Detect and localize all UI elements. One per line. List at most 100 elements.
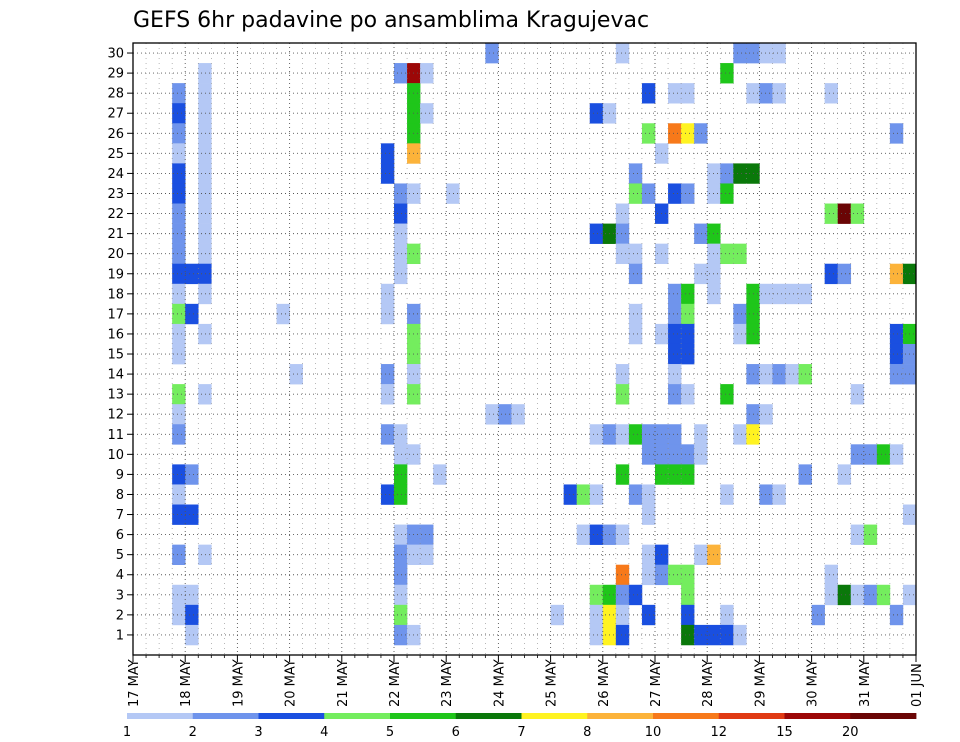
heatmap-cell bbox=[628, 243, 643, 265]
y-tick-label: 10 bbox=[107, 448, 124, 463]
heatmap-cell bbox=[772, 43, 786, 64]
heatmap-cell bbox=[394, 243, 408, 265]
heatmap-cell bbox=[576, 484, 591, 505]
heatmap-cell bbox=[185, 584, 199, 606]
heatmap-cell bbox=[420, 103, 434, 124]
heatmap-cell bbox=[733, 43, 747, 64]
heatmap-cell bbox=[811, 604, 825, 626]
y-tick-label: 22 bbox=[107, 207, 124, 222]
heatmap-cell bbox=[681, 384, 695, 405]
heatmap-cell bbox=[589, 223, 604, 244]
heatmap-cell bbox=[694, 123, 708, 144]
heatmap-cell bbox=[589, 624, 604, 646]
heatmap-cell bbox=[380, 303, 395, 325]
y-tick-label: 13 bbox=[107, 388, 124, 403]
heatmap-cell bbox=[772, 283, 786, 305]
heatmap-cell bbox=[420, 63, 434, 84]
heatmap-cell bbox=[641, 183, 656, 204]
heatmap-cell bbox=[198, 103, 212, 124]
heatmap-cell bbox=[589, 584, 604, 606]
colorbar-swatch bbox=[784, 713, 851, 719]
heatmap-cell bbox=[628, 424, 643, 445]
y-tick-label: 9 bbox=[116, 468, 124, 483]
heatmap-cell bbox=[615, 223, 630, 244]
heatmap-cell bbox=[733, 624, 747, 646]
heatmap-cell bbox=[172, 544, 186, 566]
heatmap-cell bbox=[394, 464, 408, 485]
heatmap-cell bbox=[446, 183, 460, 204]
heatmap-cell bbox=[681, 604, 695, 626]
x-axis: 17 MAY 18 MAY 19 MAY 20 MAY 21 MAY 22 MAY 23 M… bbox=[127, 655, 925, 707]
y-axis: 1234567891011121314151617181920212223242… bbox=[107, 47, 133, 643]
heatmap-cell bbox=[733, 424, 747, 445]
heatmap-cell bbox=[720, 484, 734, 505]
x-tick-label: 17 MAY bbox=[127, 659, 142, 707]
heatmap-cell bbox=[615, 524, 630, 545]
x-tick-label: 21 MAY bbox=[336, 659, 351, 707]
heatmap-cell bbox=[198, 384, 212, 405]
y-tick-label: 26 bbox=[107, 127, 124, 142]
heatmap-cell bbox=[824, 584, 838, 606]
heatmap-cell bbox=[733, 303, 747, 325]
heatmap-cell bbox=[615, 464, 630, 485]
heatmap-cell bbox=[198, 323, 212, 345]
heatmap-cell bbox=[172, 464, 186, 485]
heatmap-cell bbox=[380, 143, 395, 164]
heatmap-cell bbox=[185, 303, 199, 325]
heatmap-cell bbox=[394, 63, 408, 84]
heatmap-cell bbox=[394, 263, 408, 285]
heatmap-cell bbox=[694, 624, 708, 646]
y-tick-label: 27 bbox=[107, 107, 124, 122]
heatmap-cell bbox=[433, 464, 447, 485]
heatmap-cell bbox=[615, 43, 630, 64]
heatmap-cell bbox=[785, 364, 799, 385]
heatmap-cell bbox=[380, 163, 395, 184]
heatmap-cell bbox=[641, 444, 656, 465]
heatmap-cell bbox=[889, 343, 904, 365]
x-tick-label: 26 MAY bbox=[597, 659, 612, 707]
y-tick-label: 29 bbox=[107, 67, 124, 82]
heatmap-cell bbox=[720, 384, 734, 405]
heatmap-cell bbox=[172, 143, 186, 164]
heatmap-cell bbox=[198, 283, 212, 305]
heatmap-cell bbox=[889, 263, 904, 285]
heatmap-cell bbox=[172, 424, 186, 445]
heatmap-cell bbox=[172, 384, 186, 405]
heatmap-cell bbox=[380, 384, 395, 405]
heatmap-cell bbox=[681, 464, 695, 485]
heatmap-cell bbox=[681, 323, 695, 345]
heatmap-cell bbox=[185, 504, 199, 525]
heatmap-cell bbox=[615, 584, 630, 606]
heatmap-cell bbox=[380, 424, 395, 445]
heatmap-cell bbox=[380, 484, 395, 505]
colorbar-label: 6 bbox=[452, 725, 460, 740]
heatmap-cell bbox=[394, 484, 408, 505]
heatmap-cell bbox=[380, 364, 395, 385]
heatmap-cell bbox=[772, 83, 786, 104]
y-tick-label: 21 bbox=[107, 227, 124, 242]
heatmap-cell bbox=[876, 444, 891, 465]
heatmap-cell bbox=[837, 584, 852, 606]
heatmap-cell bbox=[198, 544, 212, 566]
y-tick-label: 6 bbox=[116, 528, 124, 543]
heatmap-cell bbox=[668, 384, 682, 405]
heatmap-cell bbox=[394, 584, 408, 606]
heatmap-cell bbox=[694, 424, 708, 445]
colorbar-label: 8 bbox=[583, 725, 591, 740]
heatmap-cell bbox=[394, 524, 408, 545]
heatmap-cell bbox=[394, 183, 408, 204]
heatmap-cell bbox=[172, 283, 186, 305]
heatmap-cell bbox=[681, 584, 695, 606]
colorbar-swatch bbox=[127, 713, 194, 719]
heatmap-cell bbox=[172, 203, 186, 224]
heatmap-cell bbox=[172, 223, 186, 244]
y-tick-label: 23 bbox=[107, 187, 124, 202]
heatmap-cell bbox=[772, 364, 786, 385]
x-tick-label: 19 MAY bbox=[231, 659, 246, 707]
heatmap-cell bbox=[863, 524, 878, 545]
heatmap-cell bbox=[198, 63, 212, 84]
colorbar-swatch bbox=[192, 713, 259, 719]
heatmap-cell bbox=[733, 243, 747, 265]
heatmap-cell bbox=[681, 343, 695, 365]
heatmap-cell bbox=[668, 364, 682, 385]
